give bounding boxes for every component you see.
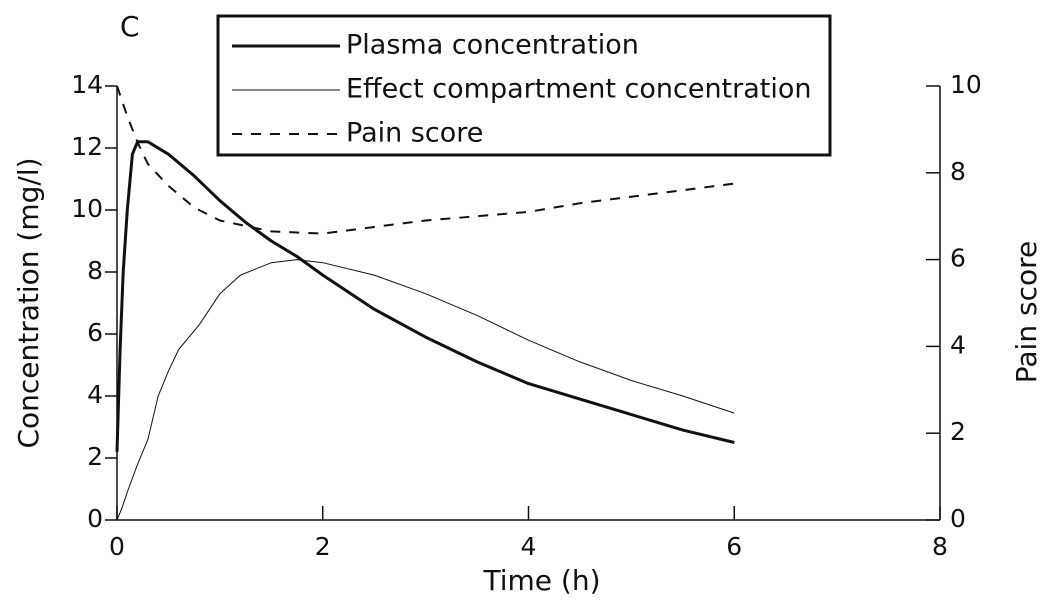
y-tick-label: 8	[87, 256, 103, 285]
legend-box	[216, 14, 832, 157]
y-tick-label: 12	[71, 132, 103, 161]
y2-tick-label: 4	[950, 330, 966, 359]
y2-axis-title: Pain score	[1010, 241, 1043, 383]
y2-tick-label: 10	[950, 70, 982, 99]
series-line	[115, 140, 735, 452]
x-tick-label: 2	[315, 532, 331, 561]
y2-tick-label: 0	[950, 504, 966, 533]
y-tick-label: 14	[71, 70, 103, 99]
legend-label: Effect compartment concentration	[346, 74, 812, 105]
y-tick-label: 6	[87, 318, 103, 347]
x-tick-label: 6	[726, 532, 742, 561]
legend-label: Plasma concentration	[346, 30, 639, 61]
x-tick-label: 0	[109, 532, 125, 561]
y-axis-title: Concentration (mg/l)	[12, 157, 45, 448]
series-line	[116, 85, 735, 235]
y2-tick-label: 8	[950, 157, 966, 186]
y-tick-label: 4	[87, 380, 103, 409]
y-tick-label: 0	[87, 504, 103, 533]
y2-tick-label: 6	[950, 244, 966, 273]
x-tick-label: 4	[521, 532, 537, 561]
x-axis-title: Time (h)	[482, 564, 600, 597]
y2-tick-label: 2	[950, 417, 966, 446]
panel-label: C	[120, 10, 140, 43]
legend-label: Pain score	[346, 118, 483, 149]
series-line	[116, 259, 735, 521]
x-tick-label: 8	[932, 532, 948, 561]
y-tick-label: 2	[87, 442, 103, 471]
y-tick-label: 10	[71, 194, 103, 223]
